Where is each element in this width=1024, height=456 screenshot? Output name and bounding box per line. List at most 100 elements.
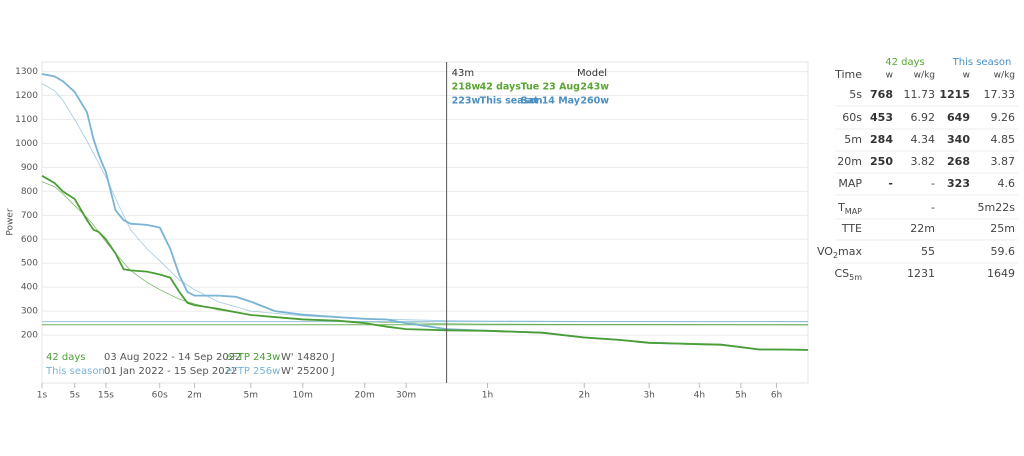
- cell: 25m: [990, 222, 1015, 235]
- cell: 250: [870, 155, 893, 168]
- cell: -: [931, 201, 935, 214]
- row-label: VO2max: [817, 245, 863, 260]
- model-curve: [41, 181, 809, 326]
- x-tick-label: 2m: [187, 391, 202, 401]
- cell: 6.92: [911, 111, 936, 124]
- cell: 284: [870, 133, 893, 146]
- column-header: w/kg: [914, 71, 935, 81]
- y-axis-label: Power: [6, 208, 16, 236]
- label-part: TTE: [841, 222, 862, 235]
- group-header: This season: [952, 57, 1012, 68]
- y-tick-label: 500: [21, 259, 38, 269]
- cursor-model: 243w: [580, 82, 609, 93]
- power-curve: [41, 175, 809, 351]
- row-label: TMAP: [837, 201, 862, 216]
- y-tick-label: 200: [21, 331, 38, 341]
- cell: 323: [947, 177, 970, 190]
- legend-w-prime: W' 25200 J: [281, 366, 335, 377]
- cell: 9.26: [991, 111, 1016, 124]
- column-header: w: [886, 71, 893, 81]
- x-tick-label: 5m: [244, 391, 259, 401]
- x-tick-label: 5s: [70, 391, 81, 401]
- legend-eftp: eFTP 256w: [226, 366, 280, 377]
- cell: 17.33: [984, 88, 1016, 101]
- legend-eftp: eFTP 243w: [226, 352, 280, 363]
- x-tick-label: 30m: [396, 391, 416, 401]
- row-label: 20m: [837, 155, 862, 168]
- y-tick-label: 1300: [15, 67, 38, 77]
- cell: 11.73: [904, 88, 936, 101]
- cursor-value: 218w: [452, 82, 481, 93]
- row-label: TTE: [841, 222, 862, 235]
- x-tick-label: 1h: [482, 391, 493, 401]
- cursor-time: 43m: [452, 68, 474, 79]
- label-subscript: 2: [833, 251, 838, 260]
- legend-period: 01 Jan 2022 - 15 Sep 2022: [104, 366, 237, 377]
- label-part: CS: [834, 267, 849, 280]
- legend-w-prime: W' 14820 J: [281, 352, 335, 363]
- y-tick-label: 1000: [15, 139, 38, 149]
- cursor-header: Model: [577, 68, 607, 79]
- cell: -: [931, 177, 935, 190]
- column-header: Time: [834, 68, 862, 81]
- legend-period: 03 Aug 2022 - 14 Sep 2022: [104, 352, 241, 363]
- row-label: 5s: [849, 88, 862, 101]
- power-curve: [41, 73, 809, 351]
- x-tick-label: 2h: [579, 391, 590, 401]
- y-tick-label: 400: [21, 283, 38, 293]
- x-tick-label: 20m: [355, 391, 375, 401]
- x-tick-label: 60s: [152, 391, 168, 401]
- cursor-name: 42 days: [480, 82, 522, 93]
- cell: 1231: [907, 267, 935, 280]
- model-curve: [41, 83, 809, 323]
- cell: 649: [947, 111, 970, 124]
- group-header: 42 days: [885, 57, 925, 68]
- x-tick-label: 6h: [771, 391, 782, 401]
- cell: 59.6: [991, 245, 1016, 258]
- x-tick-label: 15s: [98, 391, 114, 401]
- cursor-date: Tue 23 Aug: [521, 82, 580, 93]
- cursor-value: 223w: [452, 96, 481, 107]
- cursor-model: 260w: [580, 96, 609, 107]
- label-part: T: [837, 201, 845, 214]
- legend-name: 42 days: [46, 352, 86, 363]
- cell: 4.6: [998, 177, 1016, 190]
- cell: 268: [947, 155, 970, 168]
- column-header: w: [963, 71, 970, 81]
- cell: 4.34: [911, 133, 936, 146]
- cell: 55: [921, 245, 935, 258]
- row-label: 60s: [842, 111, 862, 124]
- label-subscript: 5m: [849, 273, 862, 282]
- y-tick-label: 800: [21, 187, 38, 197]
- cell: 5m22s: [978, 201, 1016, 214]
- y-tick-label: 600: [21, 235, 38, 245]
- cell: -: [888, 177, 893, 190]
- cursor-date: Sat 14 May: [521, 96, 581, 107]
- x-tick-label: 4h: [694, 391, 705, 401]
- row-label: CS5m: [834, 267, 862, 282]
- plot-frame: [41, 61, 809, 384]
- cell: 1649: [987, 267, 1015, 280]
- x-tick-label: 1s: [37, 391, 48, 401]
- label-part: VO: [817, 245, 833, 258]
- cursor-name: This season: [480, 96, 543, 107]
- cell: 340: [947, 133, 970, 146]
- y-tick-label: 1200: [15, 91, 38, 101]
- column-header: w/kg: [994, 71, 1015, 81]
- cell: 4.85: [991, 133, 1016, 146]
- cell: 3.82: [911, 155, 936, 168]
- cell: 453: [870, 111, 893, 124]
- legend-name: This season: [45, 366, 105, 377]
- y-tick-label: 900: [21, 163, 38, 173]
- cell: 768: [870, 88, 893, 101]
- y-tick-label: 300: [21, 307, 38, 317]
- label-part: max: [838, 245, 862, 258]
- cell: 1215: [939, 88, 970, 101]
- cell: 22m: [910, 222, 935, 235]
- label-subscript: MAP: [845, 207, 862, 216]
- row-label: MAP: [838, 177, 862, 190]
- x-tick-label: 3h: [643, 391, 654, 401]
- x-tick-label: 10m: [293, 391, 313, 401]
- y-tick-label: 700: [21, 211, 38, 221]
